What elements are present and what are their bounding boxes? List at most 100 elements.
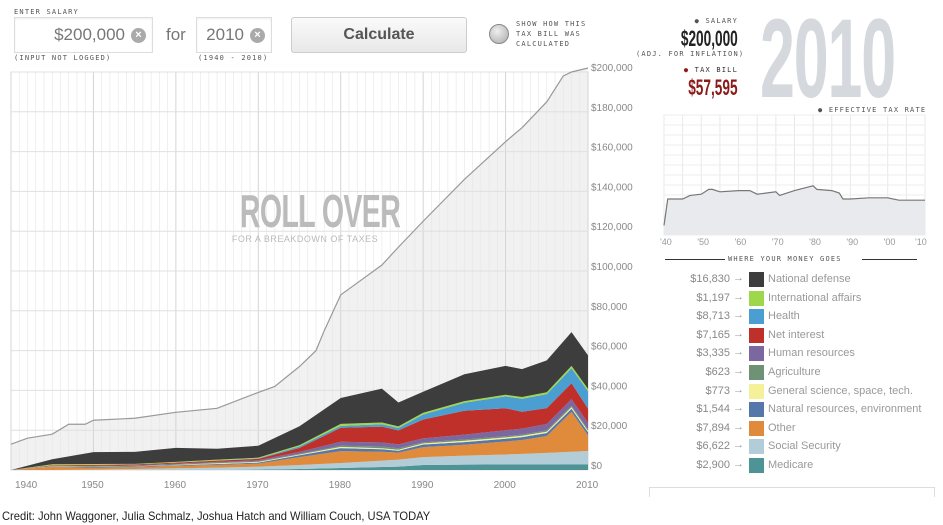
salary-label: ENTER SALARY bbox=[14, 8, 79, 16]
legend-amount: $3,335 bbox=[696, 347, 730, 360]
x-tick-label: 2000 bbox=[494, 480, 517, 491]
salary-value: $200,000 bbox=[54, 25, 125, 44]
year-value: 2010 bbox=[206, 25, 244, 44]
y-tick-label: $180,000 bbox=[591, 103, 633, 114]
tax-bill-label-text: TAX BILL bbox=[694, 66, 738, 74]
area-medicare bbox=[11, 464, 588, 470]
legend-amount: $8,713 bbox=[696, 310, 730, 323]
legend-label: National defense bbox=[768, 273, 851, 285]
details-panel bbox=[649, 487, 935, 497]
legend-label: Human resources bbox=[768, 347, 855, 360]
clear-salary-icon[interactable]: × bbox=[131, 27, 146, 43]
arrow-right-icon: → bbox=[733, 290, 744, 303]
selected-year-display: 2010 bbox=[760, 0, 896, 121]
legend-item[interactable]: $773 → General science, space, tech. bbox=[660, 382, 940, 401]
legend-item[interactable]: $3,335 → Human resources bbox=[660, 344, 940, 363]
summary-salary-label: ● SALARY bbox=[694, 17, 738, 25]
legend-swatch bbox=[749, 458, 764, 473]
arrow-right-icon: → bbox=[733, 420, 744, 433]
legend-swatch bbox=[749, 365, 764, 380]
show-calculation-label: SHOW HOW THIS TAX BILL WAS CALCULATED bbox=[516, 20, 587, 48]
arrow-right-icon: → bbox=[733, 309, 744, 322]
legend-swatch bbox=[749, 327, 764, 343]
legend-label: Other bbox=[768, 421, 796, 434]
arrow-right-icon: → bbox=[733, 383, 744, 396]
legend-swatch bbox=[749, 309, 764, 325]
salary-line bbox=[10, 67, 589, 445]
legend-item[interactable]: $16,830 → National defense bbox=[660, 270, 940, 289]
tax-bill-label: ● TAX BILL bbox=[683, 66, 738, 74]
legend-label: Net interest bbox=[768, 328, 825, 341]
summary-salary-note: (ADJ. FOR INFLATION) bbox=[636, 50, 745, 58]
legend-label: Agriculture bbox=[768, 366, 821, 378]
legend-item[interactable]: $1,544 → Natural resources, environment bbox=[660, 400, 940, 419]
legend-amount: $623 bbox=[705, 366, 730, 378]
x-tick-label: 1940 bbox=[15, 480, 38, 491]
legend-label: International affairs bbox=[768, 291, 862, 304]
legend-swatch bbox=[749, 402, 764, 418]
legend-swatch bbox=[749, 383, 764, 399]
legend-item[interactable]: $8,713 → Health bbox=[660, 307, 940, 326]
area-human-resources bbox=[11, 399, 588, 470]
tax-history-chart[interactable]: $0 $20,000 $40,000 $60,000 $80,000 $100,000 $1… bbox=[0, 0, 943, 500]
y-tick-label: $200,000 bbox=[591, 63, 633, 74]
legend-item[interactable]: $1,197 → International affairs bbox=[660, 289, 940, 308]
rollover-title: ROLL OVER bbox=[239, 185, 401, 237]
arrow-right-icon: → bbox=[733, 458, 744, 470]
area-national-defense bbox=[11, 332, 588, 470]
divider-left bbox=[665, 259, 725, 260]
salary-area bbox=[11, 68, 588, 471]
breakdown-title: WHERE YOUR MONEY GOES bbox=[728, 255, 842, 263]
salary-note: (INPUT NOT LOGGED) bbox=[14, 54, 112, 62]
rollover-hint: ROLL OVER FOR A BREAKDOWN OF TAXES bbox=[200, 188, 410, 244]
clear-year-icon[interactable]: × bbox=[250, 27, 265, 43]
year-note: (1940 - 2010) bbox=[198, 54, 269, 62]
divider-right bbox=[862, 259, 917, 260]
y-tick-label: $60,000 bbox=[591, 342, 628, 353]
legend-item[interactable]: $623 → Agriculture bbox=[660, 363, 940, 382]
y-tick-label: $0 bbox=[591, 461, 603, 472]
legend-item[interactable]: $6,622 → Social Security bbox=[660, 437, 940, 456]
salary-input[interactable]: $200,000 × bbox=[14, 17, 153, 53]
arrow-right-icon: → bbox=[733, 327, 744, 340]
tax-bill-value: $57,595 bbox=[688, 75, 738, 100]
legend-amount: $773 bbox=[705, 384, 730, 397]
y-tick-label: $100,000 bbox=[591, 262, 633, 273]
legend-amount: $7,894 bbox=[696, 421, 730, 434]
x-tick-label: 1960 bbox=[164, 480, 187, 491]
y-tick-label: $140,000 bbox=[591, 182, 633, 193]
summary-salary-value: $200,000 bbox=[681, 26, 738, 51]
y-tick-label: $120,000 bbox=[591, 222, 633, 233]
arrow-right-icon: → bbox=[733, 346, 744, 359]
area-net-interest bbox=[11, 383, 588, 470]
legend-amount: $6,622 bbox=[696, 440, 730, 453]
legend-swatch bbox=[749, 290, 764, 306]
legend-label: Medicare bbox=[768, 459, 814, 471]
for-label: for bbox=[166, 25, 186, 44]
legend-item[interactable]: $7,165 → Net interest bbox=[660, 326, 940, 345]
legend-item[interactable]: $2,900 → Medicare bbox=[660, 456, 940, 475]
calculate-button[interactable]: Calculate bbox=[291, 17, 467, 53]
area-social-security bbox=[11, 451, 588, 470]
x-tick-label: 1990 bbox=[411, 480, 434, 491]
y-tick-label: $40,000 bbox=[591, 381, 628, 392]
effective-rate-value: 29% bbox=[899, 118, 923, 139]
year-input[interactable]: 2010 × bbox=[196, 17, 272, 53]
effective-rate-label: ● EFFECTIVE TAX RATE bbox=[818, 106, 927, 114]
legend-label: Natural resources, environment bbox=[768, 403, 922, 416]
y-tick-label: $160,000 bbox=[591, 143, 633, 154]
legend-amount: $1,544 bbox=[696, 403, 730, 416]
show-calculation-radio[interactable] bbox=[489, 24, 509, 44]
legend-label: Health bbox=[768, 310, 800, 323]
legend-amount: $16,830 bbox=[690, 273, 730, 285]
legend-amount: $7,165 bbox=[696, 328, 730, 341]
x-tick-label: 1980 bbox=[329, 480, 352, 491]
legend-swatch bbox=[749, 272, 764, 287]
arrow-right-icon: → bbox=[733, 439, 744, 452]
credit-line: Credit: John Waggoner, Julia Schmalz, Jo… bbox=[2, 509, 431, 523]
effective-rate-label-text: EFFECTIVE TAX RATE bbox=[828, 106, 927, 114]
legend-amount: $2,900 bbox=[696, 459, 730, 471]
legend-swatch bbox=[749, 346, 764, 362]
arrow-right-icon: → bbox=[733, 365, 744, 377]
legend-item[interactable]: $7,894 → Other bbox=[660, 419, 940, 438]
